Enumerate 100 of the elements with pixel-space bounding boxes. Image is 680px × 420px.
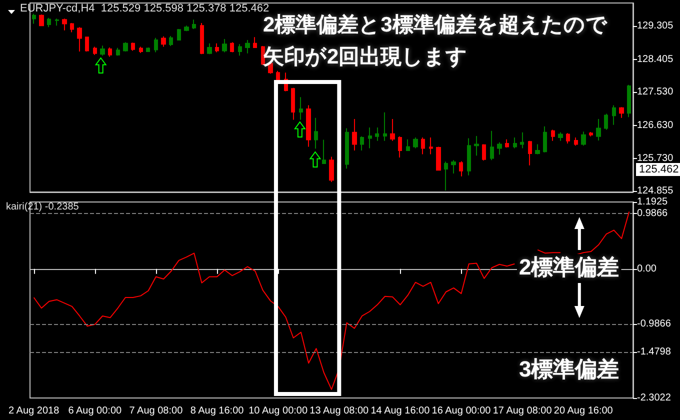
- y-tick-label: 126.630: [637, 120, 674, 131]
- y-tick-label: -2.3022: [637, 392, 672, 404]
- candlestick: [70, 22, 74, 33]
- candlestick: [108, 46, 112, 58]
- annotation: 3標準偏差: [519, 356, 620, 382]
- candlestick: [375, 127, 379, 142]
- candlestick: [39, 14, 44, 26]
- candlestick: [314, 117, 318, 150]
- candlestick: [55, 18, 59, 26]
- x-tick-label: 13 Aug 08:00: [310, 406, 370, 416]
- candlestick: [581, 131, 586, 146]
- candlestick: [177, 28, 181, 41]
- candlestick: [528, 140, 532, 166]
- candlestick: [535, 144, 540, 155]
- candlestick: [467, 138, 471, 176]
- candlestick: [474, 136, 479, 156]
- y-tick-label: 128.405: [637, 54, 674, 66]
- y-tick-label: 125.730: [637, 153, 674, 164]
- candlestick: [505, 138, 509, 148]
- candlestick: [253, 36, 257, 48]
- text: 125.462: [639, 164, 679, 176]
- candlestick: [139, 46, 143, 54]
- y-tick-label: 0.9866: [637, 208, 668, 220]
- candlestick: [574, 137, 578, 146]
- candlestick: [116, 47, 120, 56]
- x-tick-label: 20 Aug 16:00: [554, 406, 614, 416]
- candlestick: [123, 42, 128, 52]
- candlestick: [154, 37, 158, 53]
- x-tick-label: 6 Aug 00:00: [68, 406, 122, 416]
- candlestick: [230, 42, 234, 53]
- candlestick: [459, 160, 463, 177]
- candlestick: [207, 42, 212, 55]
- candlestick: [215, 42, 219, 53]
- candlestick: [421, 137, 425, 155]
- candlestick: [100, 45, 105, 56]
- annotation: 2標準偏差: [519, 254, 620, 280]
- candlestick: [436, 146, 441, 171]
- x-tick-label: 8 Aug 16:00: [190, 406, 244, 416]
- y-tick-label: -1.4798: [637, 346, 672, 358]
- candlestick: [200, 22, 204, 55]
- candlestick: [322, 139, 326, 164]
- candlestick: [352, 118, 357, 151]
- candlestick: [360, 136, 364, 151]
- candlestick: [32, 13, 36, 24]
- candlestick: [77, 26, 82, 52]
- candlestick: [62, 18, 67, 31]
- candlestick: [169, 35, 173, 46]
- candlestick: [146, 46, 150, 52]
- candlestick: [131, 42, 135, 52]
- x-tick-label: 10 Aug 00:00: [248, 406, 308, 416]
- candlestick: [596, 118, 601, 141]
- x-tick-label: 16 Aug 00:00: [432, 406, 492, 416]
- candlestick: [161, 36, 166, 48]
- candlestick: [589, 131, 593, 137]
- y-tick-label: 1.1925: [637, 196, 668, 208]
- candlestick: [238, 44, 242, 56]
- candlestick: [619, 106, 624, 118]
- candlestick: [245, 40, 250, 54]
- y-tick-label: 129.305: [637, 20, 674, 32]
- candlestick: [482, 144, 486, 161]
- candlestick: [551, 129, 555, 142]
- candlestick: [429, 137, 433, 155]
- candlestick: [451, 160, 456, 174]
- candlestick: [345, 128, 349, 170]
- candlestick: [406, 138, 410, 151]
- candlestick: [329, 156, 334, 182]
- candlestick: [47, 17, 51, 28]
- y-tick-label: 0.00: [637, 263, 657, 274]
- candlestick: [520, 132, 524, 149]
- candlestick: [497, 142, 502, 156]
- candlestick: [566, 132, 570, 144]
- candlestick: [368, 127, 372, 149]
- candlestick: [299, 96, 303, 120]
- candlestick: [558, 132, 563, 142]
- x-tick-label: 2 Aug 2018: [8, 406, 60, 416]
- candlestick: [390, 118, 395, 142]
- candlestick: [612, 104, 616, 126]
- candlestick: [383, 112, 387, 142]
- x-tick-label: 14 Aug 16:00: [370, 406, 430, 416]
- candlestick: [543, 126, 547, 153]
- candlestick: [413, 137, 418, 149]
- candlestick: [85, 36, 89, 52]
- candlestick: [513, 137, 517, 149]
- candlestick: [192, 19, 196, 30]
- candlestick: [490, 130, 494, 161]
- y-tick-label: -0.9866: [637, 318, 672, 330]
- candlestick: [604, 113, 608, 130]
- candlestick: [627, 84, 631, 118]
- candlestick: [276, 70, 280, 82]
- candlestick: [291, 87, 295, 120]
- candlestick: [306, 104, 311, 148]
- y-tick-label: 127.530: [637, 86, 674, 98]
- candlestick: [222, 38, 227, 53]
- candlestick: [444, 161, 448, 192]
- y-tick-label: 124.855: [637, 186, 674, 197]
- x-tick-label: 7 Aug 08:00: [129, 406, 184, 416]
- x-tick-label: 17 Aug 08:00: [492, 406, 552, 416]
- candlestick: [398, 136, 402, 158]
- candlestick: [184, 25, 189, 32]
- candlestick: [93, 46, 97, 56]
